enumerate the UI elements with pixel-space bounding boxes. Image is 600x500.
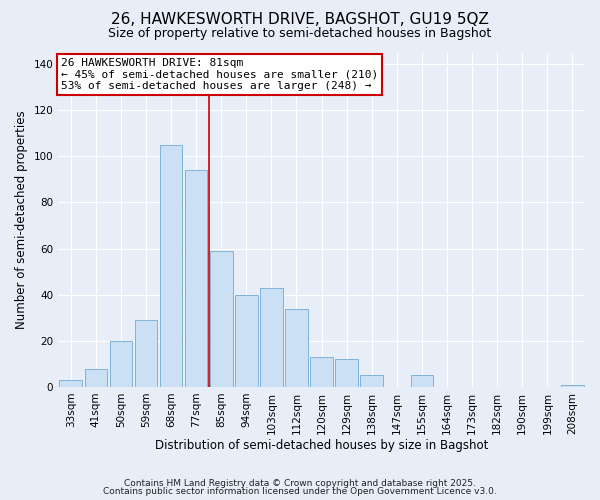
Bar xyxy=(260,288,283,387)
Bar xyxy=(134,320,157,387)
X-axis label: Distribution of semi-detached houses by size in Bagshot: Distribution of semi-detached houses by … xyxy=(155,440,488,452)
Text: 26, HAWKESWORTH DRIVE, BAGSHOT, GU19 5QZ: 26, HAWKESWORTH DRIVE, BAGSHOT, GU19 5QZ xyxy=(111,12,489,28)
Bar xyxy=(335,360,358,387)
Text: Size of property relative to semi-detached houses in Bagshot: Size of property relative to semi-detach… xyxy=(109,28,491,40)
Bar xyxy=(85,368,107,387)
Bar xyxy=(561,384,584,387)
Bar xyxy=(235,294,257,387)
Y-axis label: Number of semi-detached properties: Number of semi-detached properties xyxy=(15,110,28,329)
Bar xyxy=(410,376,433,387)
Bar xyxy=(310,357,333,387)
Bar xyxy=(185,170,208,387)
Bar xyxy=(160,145,182,387)
Text: 26 HAWKESWORTH DRIVE: 81sqm
← 45% of semi-detached houses are smaller (210)
53% : 26 HAWKESWORTH DRIVE: 81sqm ← 45% of sem… xyxy=(61,58,378,90)
Bar xyxy=(285,308,308,387)
Text: Contains HM Land Registry data © Crown copyright and database right 2025.: Contains HM Land Registry data © Crown c… xyxy=(124,478,476,488)
Bar xyxy=(59,380,82,387)
Bar xyxy=(110,341,132,387)
Text: Contains public sector information licensed under the Open Government Licence v3: Contains public sector information licen… xyxy=(103,487,497,496)
Bar xyxy=(361,376,383,387)
Bar xyxy=(210,251,233,387)
